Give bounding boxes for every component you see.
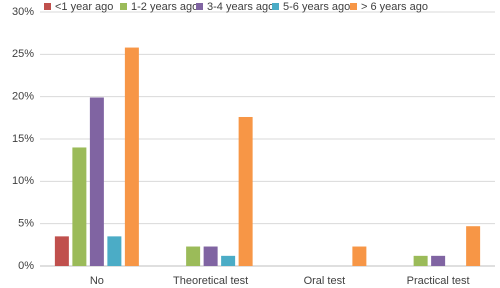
x-tick-label: No [90, 275, 104, 287]
legend-label: 1-2 years ago [131, 1, 198, 13]
bar [431, 255, 446, 266]
bar [352, 246, 367, 266]
legend-swatch [350, 3, 357, 10]
bar [203, 246, 218, 266]
y-tick-label: 20% [12, 91, 34, 103]
legend-label: <1 year ago [55, 1, 113, 13]
bar [72, 147, 87, 266]
bar [124, 47, 139, 267]
legend-label: 5-6 years ago [283, 1, 350, 13]
y-tick-label: 0% [18, 260, 34, 272]
bar [186, 246, 201, 266]
x-tick-label: Practical test [407, 275, 470, 287]
x-tick-label: Theoretical test [173, 275, 248, 287]
y-tick-label: 15% [12, 133, 34, 145]
bar [54, 236, 69, 266]
y-tick-label: 10% [12, 175, 34, 187]
legend-swatch [272, 3, 279, 10]
y-tick-label: 5% [18, 218, 34, 230]
bar [89, 97, 104, 266]
legend-swatch [120, 3, 127, 10]
bar [107, 236, 122, 266]
bar [413, 255, 428, 266]
legend-label: > 6 years ago [361, 1, 428, 13]
y-tick-label: 30% [12, 6, 34, 18]
bar [221, 255, 236, 266]
bar [238, 116, 253, 266]
legend-swatch [196, 3, 203, 10]
legend-swatch [44, 3, 51, 10]
legend-label: 3-4 years ago [207, 1, 274, 13]
bar [466, 226, 481, 266]
y-tick-label: 25% [12, 48, 34, 60]
x-tick-label: Oral test [304, 275, 346, 287]
